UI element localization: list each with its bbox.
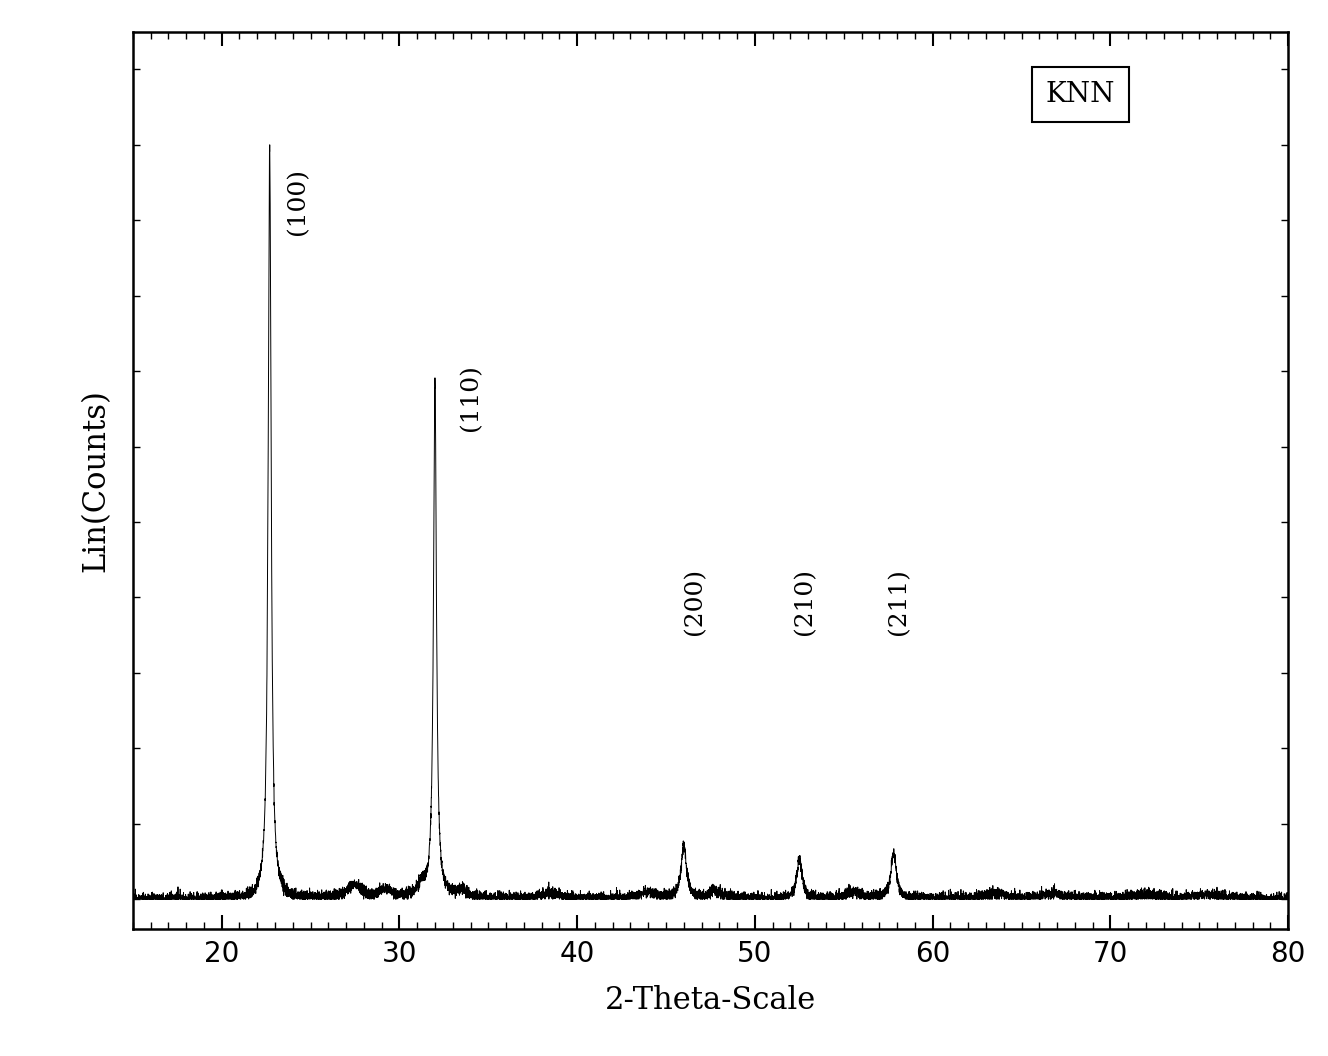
Text: (200): (200)	[683, 568, 706, 635]
Text: (110): (110)	[459, 364, 482, 432]
Text: (210): (210)	[793, 568, 817, 635]
Text: KNN: KNN	[1045, 81, 1116, 108]
Y-axis label: Lin(Counts): Lin(Counts)	[81, 389, 112, 572]
X-axis label: 2-Theta-Scale: 2-Theta-Scale	[604, 985, 817, 1016]
Text: (211): (211)	[887, 568, 911, 635]
Text: (100): (100)	[287, 168, 309, 235]
